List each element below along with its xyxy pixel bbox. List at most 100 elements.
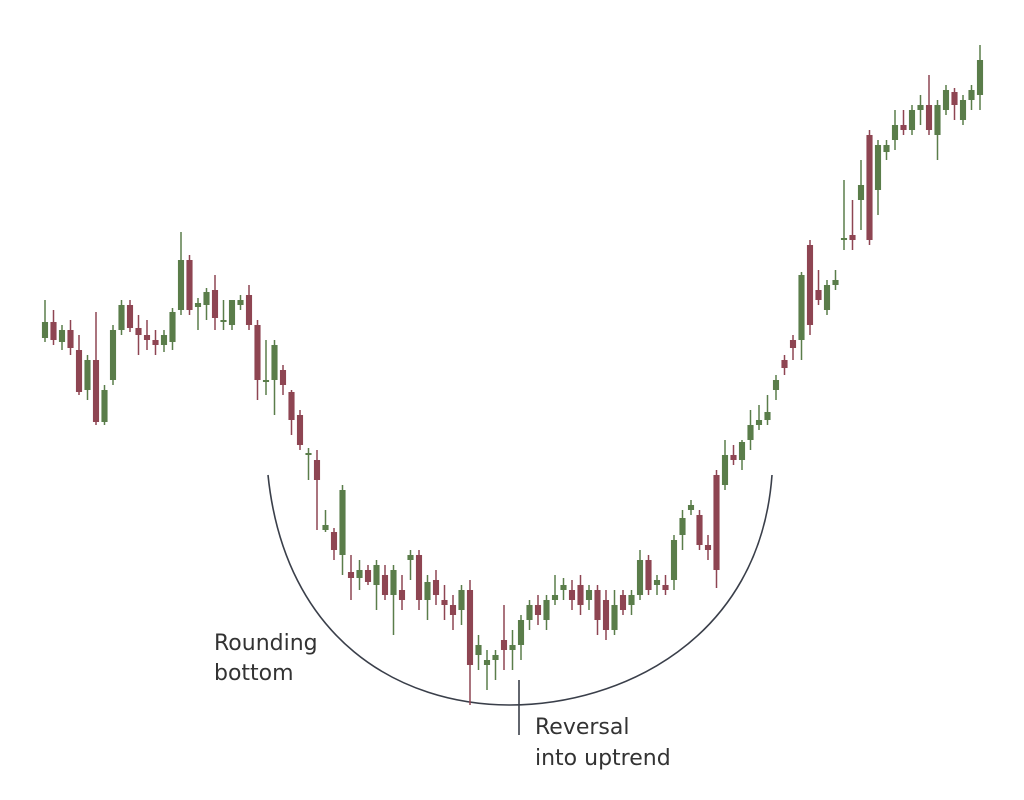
annotation: Reversal — [535, 715, 630, 740]
candle-body — [424, 582, 431, 600]
annotation: Rounding — [214, 631, 318, 656]
candle-body — [594, 590, 601, 620]
candle-body — [126, 305, 134, 328]
candle-body — [866, 135, 873, 240]
candle-body — [568, 590, 576, 600]
candle-body — [917, 105, 924, 110]
candle-body — [356, 570, 363, 578]
candle-body — [220, 320, 227, 322]
candle-body — [976, 60, 984, 95]
candle-body — [840, 238, 848, 240]
candle-body — [602, 600, 610, 630]
candle-body — [526, 605, 533, 620]
candle-body — [900, 125, 907, 130]
candle-body — [101, 390, 108, 422]
candle-body — [254, 325, 261, 380]
candle-body — [432, 580, 440, 595]
candle-body — [492, 655, 499, 660]
candle-body — [585, 590, 593, 600]
candle-body — [279, 370, 287, 385]
candle-body — [262, 380, 270, 382]
candle-body — [798, 275, 805, 340]
candle-body — [381, 575, 389, 595]
candle-body — [177, 260, 185, 310]
candle-body — [755, 420, 763, 425]
candle-body — [339, 490, 346, 555]
candle-body — [237, 300, 244, 305]
candle-body — [806, 245, 814, 325]
candle-body — [152, 340, 159, 345]
candle-body — [75, 350, 83, 392]
candle-body — [696, 515, 703, 545]
candle-body — [458, 590, 465, 610]
candle-body — [934, 105, 941, 135]
candle-body — [772, 380, 780, 390]
annotation: into uptrend — [535, 746, 671, 771]
candle-body — [560, 585, 567, 590]
candle-body — [662, 585, 669, 590]
candle-body — [679, 518, 686, 535]
candle-body — [109, 330, 117, 380]
rounding-arc — [267, 474, 773, 706]
candle-body — [619, 595, 627, 610]
candle-body — [313, 460, 321, 480]
candle-body — [721, 455, 729, 485]
candle-body — [891, 125, 899, 140]
candle-body — [322, 525, 329, 530]
candle-body — [874, 145, 882, 190]
candle-body — [67, 330, 74, 348]
candle-body — [747, 425, 754, 440]
candle-body — [169, 312, 176, 342]
candle-body — [543, 600, 550, 620]
candle-body — [92, 360, 100, 422]
candle-body — [271, 345, 278, 380]
candle-body — [245, 295, 253, 325]
candle-body — [832, 280, 839, 285]
candle-body — [211, 290, 219, 318]
annotation: bottom — [214, 661, 294, 686]
candle-body — [857, 185, 865, 200]
candle-body — [968, 90, 975, 100]
candle-body — [305, 453, 312, 455]
candle-body — [534, 605, 542, 615]
candle-body — [441, 600, 448, 605]
candle-body — [364, 570, 372, 582]
candle-body — [373, 565, 380, 585]
candle-body — [288, 392, 295, 420]
candle-body — [475, 645, 482, 655]
candle-body — [398, 590, 406, 600]
candle-body — [509, 645, 516, 650]
candle-body — [203, 292, 210, 305]
candle-body — [330, 532, 338, 550]
candle-body — [883, 145, 890, 152]
candle-body — [296, 415, 304, 445]
candle-body — [789, 340, 797, 348]
candle-body — [925, 105, 933, 130]
candle-body — [959, 100, 967, 120]
candle-body — [186, 260, 193, 310]
candle-body — [41, 322, 49, 338]
candle-body — [466, 590, 474, 665]
candle-body — [84, 360, 91, 390]
candle-body — [942, 90, 950, 110]
candle-body — [951, 92, 958, 105]
candle-body — [815, 290, 822, 300]
candle-body — [781, 360, 788, 368]
candle-body — [160, 335, 168, 345]
candle-body — [50, 322, 57, 340]
candle-body — [228, 300, 236, 325]
candle-body — [449, 605, 457, 615]
candle-body — [764, 412, 771, 420]
candle-body — [611, 605, 618, 630]
candle-body — [118, 305, 125, 330]
candle-body — [135, 328, 142, 335]
candle-body — [347, 572, 355, 578]
candle-body — [483, 660, 491, 665]
candle-body — [577, 585, 584, 605]
candle-body — [143, 335, 151, 340]
candle-body — [738, 442, 746, 460]
candle-body — [645, 560, 652, 590]
candle-body — [908, 110, 916, 130]
candle-body — [500, 640, 508, 650]
